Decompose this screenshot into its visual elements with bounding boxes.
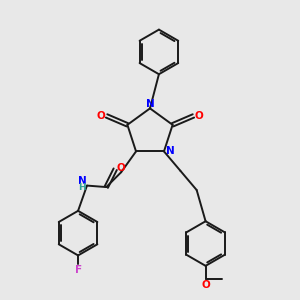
Text: O: O bbox=[117, 163, 125, 173]
Text: O: O bbox=[201, 280, 210, 290]
Text: N: N bbox=[166, 146, 175, 156]
Text: O: O bbox=[96, 111, 105, 121]
Text: O: O bbox=[195, 111, 204, 121]
Text: H: H bbox=[78, 183, 86, 192]
Text: N: N bbox=[78, 176, 87, 185]
Text: N: N bbox=[146, 99, 154, 109]
Text: F: F bbox=[74, 265, 82, 275]
